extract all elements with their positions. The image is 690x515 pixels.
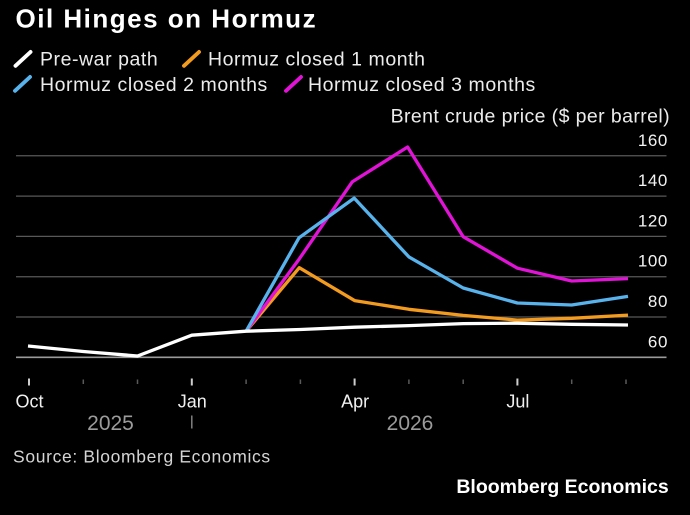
- svg-text:60: 60: [648, 332, 668, 351]
- svg-text:Jul: Jul: [506, 392, 529, 412]
- svg-text:Oct: Oct: [15, 392, 43, 412]
- svg-text:Hormuz closed 3 months: Hormuz closed 3 months: [308, 74, 536, 96]
- svg-text:Apr: Apr: [341, 392, 369, 412]
- svg-text:Hormuz closed 1 month: Hormuz closed 1 month: [208, 49, 425, 71]
- svg-text:140: 140: [638, 171, 668, 190]
- svg-text:120: 120: [638, 211, 668, 230]
- svg-text:100: 100: [638, 252, 668, 271]
- svg-text:Bloomberg Economics: Bloomberg Economics: [456, 476, 669, 498]
- svg-text:Jan: Jan: [178, 392, 207, 412]
- svg-text:2026: 2026: [387, 412, 434, 435]
- svg-text:Oil Hinges on Hormuz: Oil Hinges on Hormuz: [16, 4, 318, 34]
- svg-text:160: 160: [638, 131, 668, 150]
- svg-text:80: 80: [648, 292, 668, 311]
- svg-text:2025: 2025: [87, 412, 134, 435]
- svg-text:Hormuz closed 2 months: Hormuz closed 2 months: [40, 74, 268, 96]
- svg-text:Source: Bloomberg Economics: Source: Bloomberg Economics: [13, 447, 271, 467]
- svg-text:Brent crude price ($ per barre: Brent crude price ($ per barrel): [391, 106, 670, 128]
- svg-text:Pre-war path: Pre-war path: [40, 49, 158, 71]
